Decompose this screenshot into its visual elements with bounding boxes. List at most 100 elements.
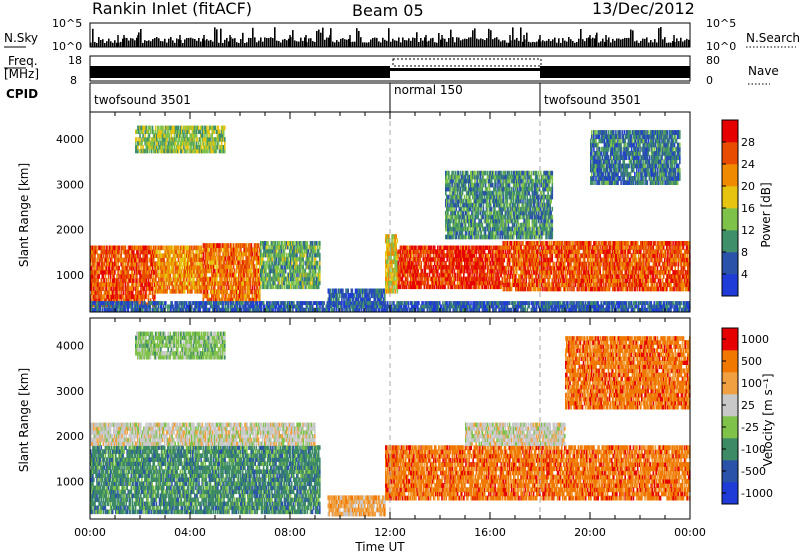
nsky-bar xyxy=(248,37,250,47)
data-cell xyxy=(601,241,604,246)
data-cell xyxy=(271,284,273,290)
data-cell xyxy=(120,261,122,267)
data-cell xyxy=(430,261,433,266)
data-cell xyxy=(552,245,555,250)
data-cell xyxy=(214,260,216,265)
data-cell xyxy=(234,260,237,265)
data-cell xyxy=(301,256,303,262)
data-cell xyxy=(412,276,414,282)
data-cell xyxy=(245,260,247,265)
data-cell xyxy=(598,241,600,246)
data-cell xyxy=(133,261,135,267)
data-cell xyxy=(458,265,461,270)
data-cell xyxy=(560,261,563,267)
data-cell xyxy=(330,297,333,303)
data-cell xyxy=(457,276,460,282)
data-cell xyxy=(145,282,148,287)
data-cell xyxy=(562,253,565,259)
data-cell xyxy=(136,278,138,283)
data-cell xyxy=(425,272,428,278)
data-cell xyxy=(385,284,387,290)
data-cell xyxy=(250,268,253,274)
data-cell xyxy=(492,280,494,286)
data-cell xyxy=(533,270,536,275)
data-cell xyxy=(114,282,116,287)
data-cell xyxy=(493,245,495,250)
data-cell xyxy=(128,298,131,304)
data-cell xyxy=(98,265,100,271)
data-cell xyxy=(269,264,271,270)
data-cell xyxy=(412,272,414,278)
data-cell xyxy=(106,294,109,300)
data-cell xyxy=(591,282,593,288)
data-cell xyxy=(282,260,285,266)
data-cell xyxy=(294,284,296,290)
data-cell xyxy=(451,280,454,286)
nsky-bar xyxy=(228,41,230,47)
data-cell xyxy=(114,261,116,267)
data-cell xyxy=(161,285,163,290)
data-cell xyxy=(556,265,559,271)
data-cell xyxy=(198,277,200,282)
data-cell xyxy=(191,269,193,274)
data-cell xyxy=(471,245,473,250)
data-cell xyxy=(601,249,604,254)
nsky-bar xyxy=(218,42,220,47)
data-cell xyxy=(465,280,467,286)
data-cell xyxy=(179,265,182,270)
nsky-bar xyxy=(486,38,488,47)
data-cell xyxy=(521,261,523,267)
data-cell xyxy=(94,298,96,304)
data-cell xyxy=(527,286,530,292)
data-cell xyxy=(93,274,95,279)
data-cell xyxy=(528,261,531,267)
nsky-bar xyxy=(292,30,294,47)
data-cell xyxy=(575,278,577,283)
data-cell xyxy=(93,253,95,259)
data-cell xyxy=(121,269,124,275)
data-cell xyxy=(237,264,239,269)
data-cell xyxy=(574,261,576,267)
data-cell xyxy=(404,280,407,286)
data-cell xyxy=(219,243,221,248)
data-cell xyxy=(452,253,455,258)
data-cell xyxy=(471,257,473,262)
data-cell xyxy=(564,261,566,267)
data-cell xyxy=(286,241,289,246)
nsky-bar xyxy=(686,38,688,47)
data-cell xyxy=(473,284,475,290)
data-cell xyxy=(222,285,224,290)
data-cell xyxy=(197,265,199,270)
data-cell xyxy=(175,245,178,251)
data-cell xyxy=(312,244,315,250)
data-cell xyxy=(199,249,201,254)
data-cell xyxy=(544,253,546,259)
data-cell xyxy=(184,285,187,290)
data-cell xyxy=(419,280,421,286)
data-cell xyxy=(174,281,177,286)
data-cell xyxy=(232,243,235,248)
data-cell xyxy=(539,270,541,275)
data-cell xyxy=(415,280,417,286)
data-cell xyxy=(521,249,523,254)
data-cell xyxy=(356,288,359,294)
data-cell xyxy=(195,281,197,286)
data-cell xyxy=(283,268,286,274)
data-cell xyxy=(541,257,543,263)
data-cell xyxy=(388,242,390,248)
data-cell xyxy=(227,247,230,253)
data-cell xyxy=(211,243,214,248)
data-cell xyxy=(447,249,449,254)
data-cell xyxy=(572,274,574,279)
data-cell xyxy=(314,256,317,262)
data-cell xyxy=(460,276,463,282)
data-cell xyxy=(91,249,93,255)
data-cell xyxy=(99,282,101,287)
data-cell xyxy=(387,255,389,260)
data-cell xyxy=(392,259,394,265)
data-cell xyxy=(217,289,219,295)
data-cell xyxy=(219,251,221,257)
data-cell xyxy=(444,284,446,290)
data-cell xyxy=(164,265,166,270)
data-cell xyxy=(504,245,507,250)
